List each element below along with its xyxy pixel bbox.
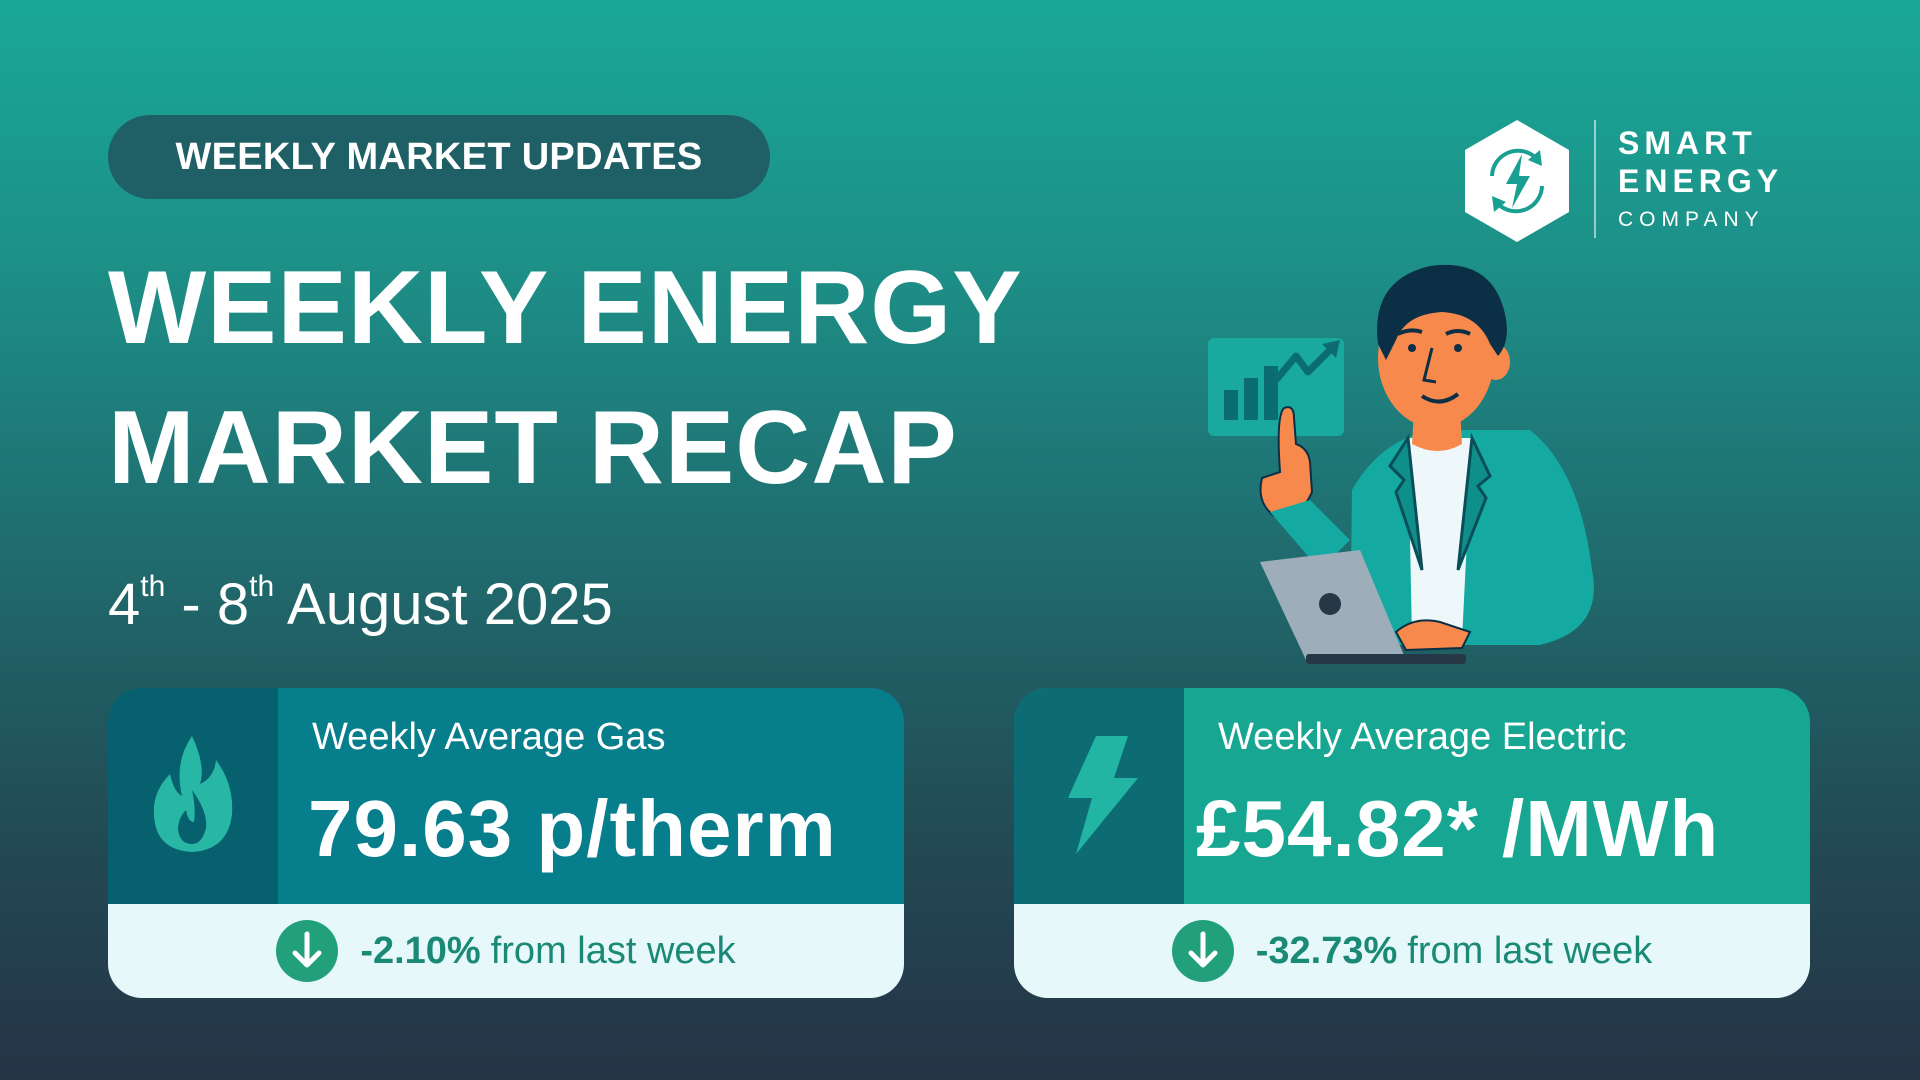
date-start-suffix: th <box>140 570 166 603</box>
logo-divider <box>1594 120 1596 238</box>
date-start-day: 4 <box>108 572 141 637</box>
gas-price-card: Weekly Average Gas 79.63 p/therm -2.10% … <box>108 688 904 998</box>
gas-card-value: 79.63 p/therm <box>308 784 837 873</box>
logo-line-company: COMPANY <box>1618 208 1765 231</box>
gas-icon-box <box>108 688 278 904</box>
gas-change-value: -2.10% <box>360 929 481 972</box>
electric-card-value: £54.82* /MWh <box>1196 784 1720 873</box>
section-pill: WEEKLY MARKET UPDATES <box>108 115 770 199</box>
flame-icon <box>153 736 233 852</box>
electric-card-header: Weekly Average Electric £54.82* /MWh <box>1014 688 1810 904</box>
logo-line-smart: SMART <box>1618 125 1757 161</box>
lightning-bolt-icon <box>1068 736 1138 854</box>
date-separator: - <box>165 572 217 637</box>
arrow-down-circle-icon <box>276 920 339 982</box>
title-line-2: MARKET RECAP <box>108 390 958 506</box>
arrow-down-circle-icon <box>1171 920 1234 982</box>
gas-change-row: -2.10% from last week <box>108 904 904 998</box>
page-title: WEEKLY ENERGY MARKET RECAP <box>108 238 1023 518</box>
logo-line-energy: ENERGY <box>1618 163 1784 199</box>
electric-icon-box <box>1014 688 1184 904</box>
logo-text: SMART ENERGY COMPANY <box>1618 124 1783 236</box>
gas-card-header: Weekly Average Gas 79.63 p/therm <box>108 688 904 904</box>
date-range: 4th - 8th August 2025 <box>108 552 613 640</box>
gas-card-label: Weekly Average Gas <box>312 716 666 758</box>
electric-change-row: -32.73% from last week <box>1014 904 1810 998</box>
date-end-suffix: th <box>249 570 275 603</box>
electric-change-suffix: from last week <box>1407 929 1653 972</box>
date-end-day: 8 <box>216 572 250 637</box>
electric-change-value: -32.73% <box>1255 929 1398 972</box>
date-month-year: August 2025 <box>274 572 613 637</box>
section-pill-label: WEEKLY MARKET UPDATES <box>175 135 703 178</box>
gas-change-suffix: from last week <box>490 929 736 972</box>
lightning-bolt-cycle-icon <box>1465 120 1569 242</box>
electric-price-card: Weekly Average Electric £54.82* /MWh -32… <box>1014 688 1810 998</box>
title-line-1: WEEKLY ENERGY <box>108 250 1023 366</box>
man-with-laptop-chart-icon <box>1208 264 1594 664</box>
company-logo: SMART ENERGY COMPANY <box>1462 118 1802 244</box>
electric-card-label: Weekly Average Electric <box>1218 716 1627 758</box>
